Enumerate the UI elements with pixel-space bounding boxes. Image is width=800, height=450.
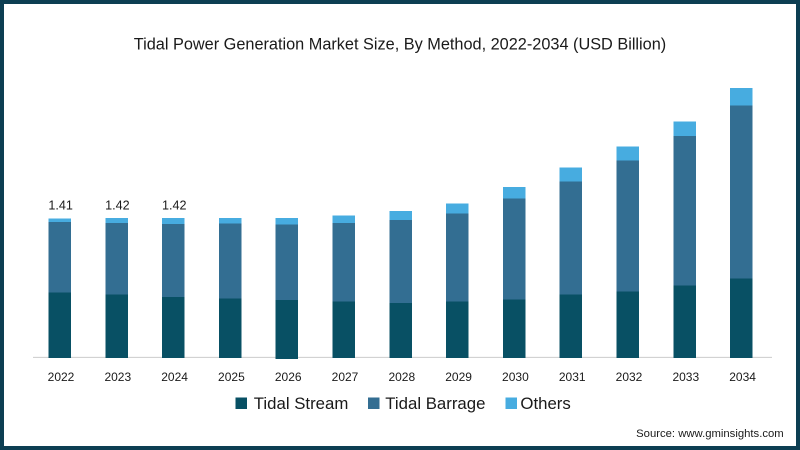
- svg-text:Others: Others: [520, 394, 570, 413]
- svg-text:2023: 2023: [104, 370, 131, 384]
- svg-text:1.42: 1.42: [162, 198, 187, 212]
- svg-text:Tidal Power Generation Market: Tidal Power Generation Market Size, By M…: [134, 36, 666, 54]
- svg-text:2022: 2022: [48, 370, 75, 384]
- svg-text:1.42: 1.42: [105, 198, 130, 212]
- svg-text:2028: 2028: [388, 370, 415, 384]
- svg-text:Source: www.gminsights.com: Source: www.gminsights.com: [636, 428, 784, 440]
- svg-text:2029: 2029: [445, 370, 472, 384]
- svg-text:2025: 2025: [218, 370, 245, 384]
- svg-text:Tidal Barrage: Tidal Barrage: [385, 394, 485, 413]
- svg-text:2027: 2027: [332, 370, 359, 384]
- svg-text:2030: 2030: [502, 370, 529, 384]
- svg-text:Tidal Stream: Tidal Stream: [254, 394, 349, 413]
- svg-text:2032: 2032: [616, 370, 643, 384]
- svg-text:2031: 2031: [559, 370, 586, 384]
- svg-text:2026: 2026: [275, 370, 302, 384]
- svg-text:2024: 2024: [161, 370, 188, 384]
- svg-text:2033: 2033: [672, 370, 699, 384]
- svg-text:2034: 2034: [729, 370, 756, 384]
- svg-text:1.41: 1.41: [48, 198, 73, 212]
